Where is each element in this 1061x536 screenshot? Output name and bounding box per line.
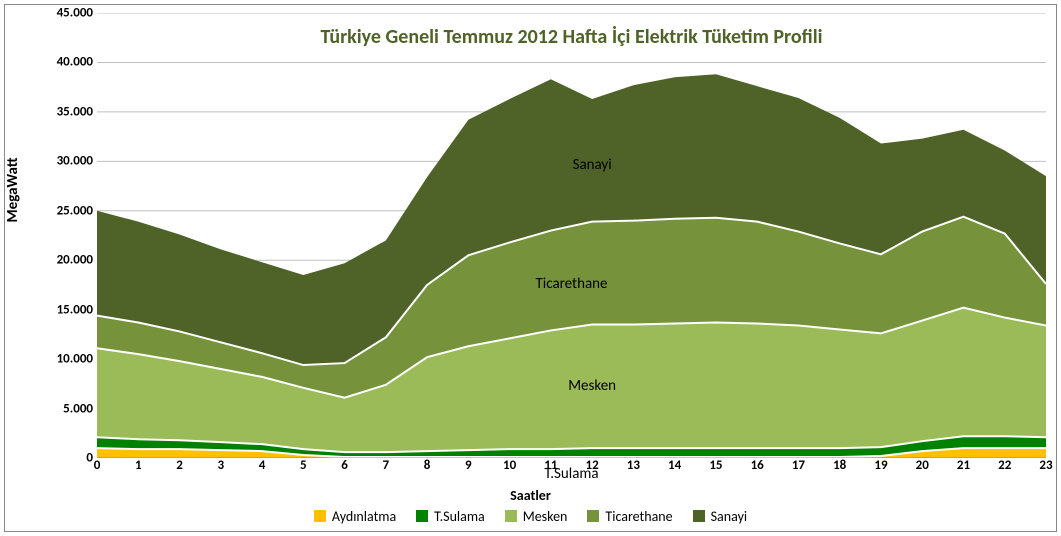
x-tick-label: 19 bbox=[874, 458, 887, 473]
x-tick-label: 21 bbox=[957, 458, 970, 473]
plot-area: Türkiye Geneli Temmuz 2012 Hafta İçi Ele… bbox=[97, 13, 1046, 458]
x-tick-label: 13 bbox=[627, 458, 640, 473]
legend-swatch bbox=[505, 510, 517, 522]
legend-swatch bbox=[416, 510, 428, 522]
x-tick-label: 3 bbox=[217, 458, 224, 473]
legend-swatch bbox=[693, 510, 705, 522]
y-tick-label: 10.000 bbox=[57, 352, 93, 367]
legend-swatch bbox=[314, 510, 326, 522]
y-tick-label: 15.000 bbox=[57, 302, 93, 317]
x-tick-label: 0 bbox=[94, 458, 101, 473]
legend-item: Sanayi bbox=[693, 508, 748, 525]
y-tick-label: 20.000 bbox=[57, 253, 93, 268]
x-tick-label: 7 bbox=[383, 458, 390, 473]
x-axis-label: Saatler bbox=[5, 487, 1056, 504]
chart-container: MegaWatt 0 5.000 10.000 15.000 20.000 25.000 3… bbox=[4, 4, 1057, 532]
x-tick-label: 1 bbox=[135, 458, 142, 473]
series-annotation: Sanayi bbox=[573, 156, 612, 174]
x-tick-label: 20 bbox=[916, 458, 929, 473]
legend-label: Mesken bbox=[523, 508, 568, 525]
x-tick-label: 23 bbox=[1039, 458, 1052, 473]
y-tick-label: 0 bbox=[86, 451, 93, 466]
x-tick-label: 8 bbox=[424, 458, 431, 473]
legend-label: Ticarethane bbox=[605, 508, 672, 525]
legend-label: Aydınlatma bbox=[332, 508, 396, 525]
series-annotation: T.Sulama bbox=[544, 465, 598, 483]
y-tick-labels: 0 5.000 10.000 15.000 20.000 25.000 30.000 35.0… bbox=[35, 5, 97, 486]
x-tick-label: 16 bbox=[751, 458, 764, 473]
y-axis-label: MegaWatt bbox=[4, 157, 22, 222]
plot-wrapper: MegaWatt 05.00010.00015.00020.00025.0003… bbox=[35, 5, 1056, 486]
x-tick-label: 6 bbox=[341, 458, 348, 473]
y-tick-label: 45.000 bbox=[57, 6, 93, 21]
x-tick-label: 22 bbox=[998, 458, 1011, 473]
x-tick-label: 5 bbox=[300, 458, 307, 473]
legend-swatch bbox=[587, 510, 599, 522]
legend-item: Mesken bbox=[505, 508, 568, 525]
x-tick-label: 4 bbox=[259, 458, 266, 473]
x-tick-label: 15 bbox=[709, 458, 722, 473]
legend-item: T.Sulama bbox=[416, 508, 485, 525]
x-tick-label: 18 bbox=[833, 458, 846, 473]
legend-item: Aydınlatma bbox=[314, 508, 396, 525]
legend: Aydınlatma T.Sulama Mesken Ticarethane Sanay… bbox=[5, 508, 1056, 525]
y-tick-label: 5.000 bbox=[63, 401, 93, 416]
y-tick-label: 40.000 bbox=[57, 55, 93, 70]
x-tick-label: 10 bbox=[503, 458, 516, 473]
series-annotation: Ticarethane bbox=[535, 275, 607, 293]
series-annotation: Mesken bbox=[568, 377, 616, 395]
y-tick-label: 25.000 bbox=[57, 203, 93, 218]
y-tick-label: 35.000 bbox=[57, 104, 93, 119]
y-tick-label: 30.000 bbox=[57, 154, 93, 169]
legend-label: T.Sulama bbox=[434, 508, 485, 525]
legend-label: Sanayi bbox=[711, 508, 748, 525]
x-tick-label: 2 bbox=[176, 458, 183, 473]
x-tick-label: 9 bbox=[465, 458, 472, 473]
legend-item: Ticarethane bbox=[587, 508, 672, 525]
x-tick-label: 17 bbox=[792, 458, 805, 473]
x-tick-label: 14 bbox=[668, 458, 681, 473]
chart-title: Türkiye Geneli Temmuz 2012 Hafta İçi Ele… bbox=[97, 25, 1046, 49]
